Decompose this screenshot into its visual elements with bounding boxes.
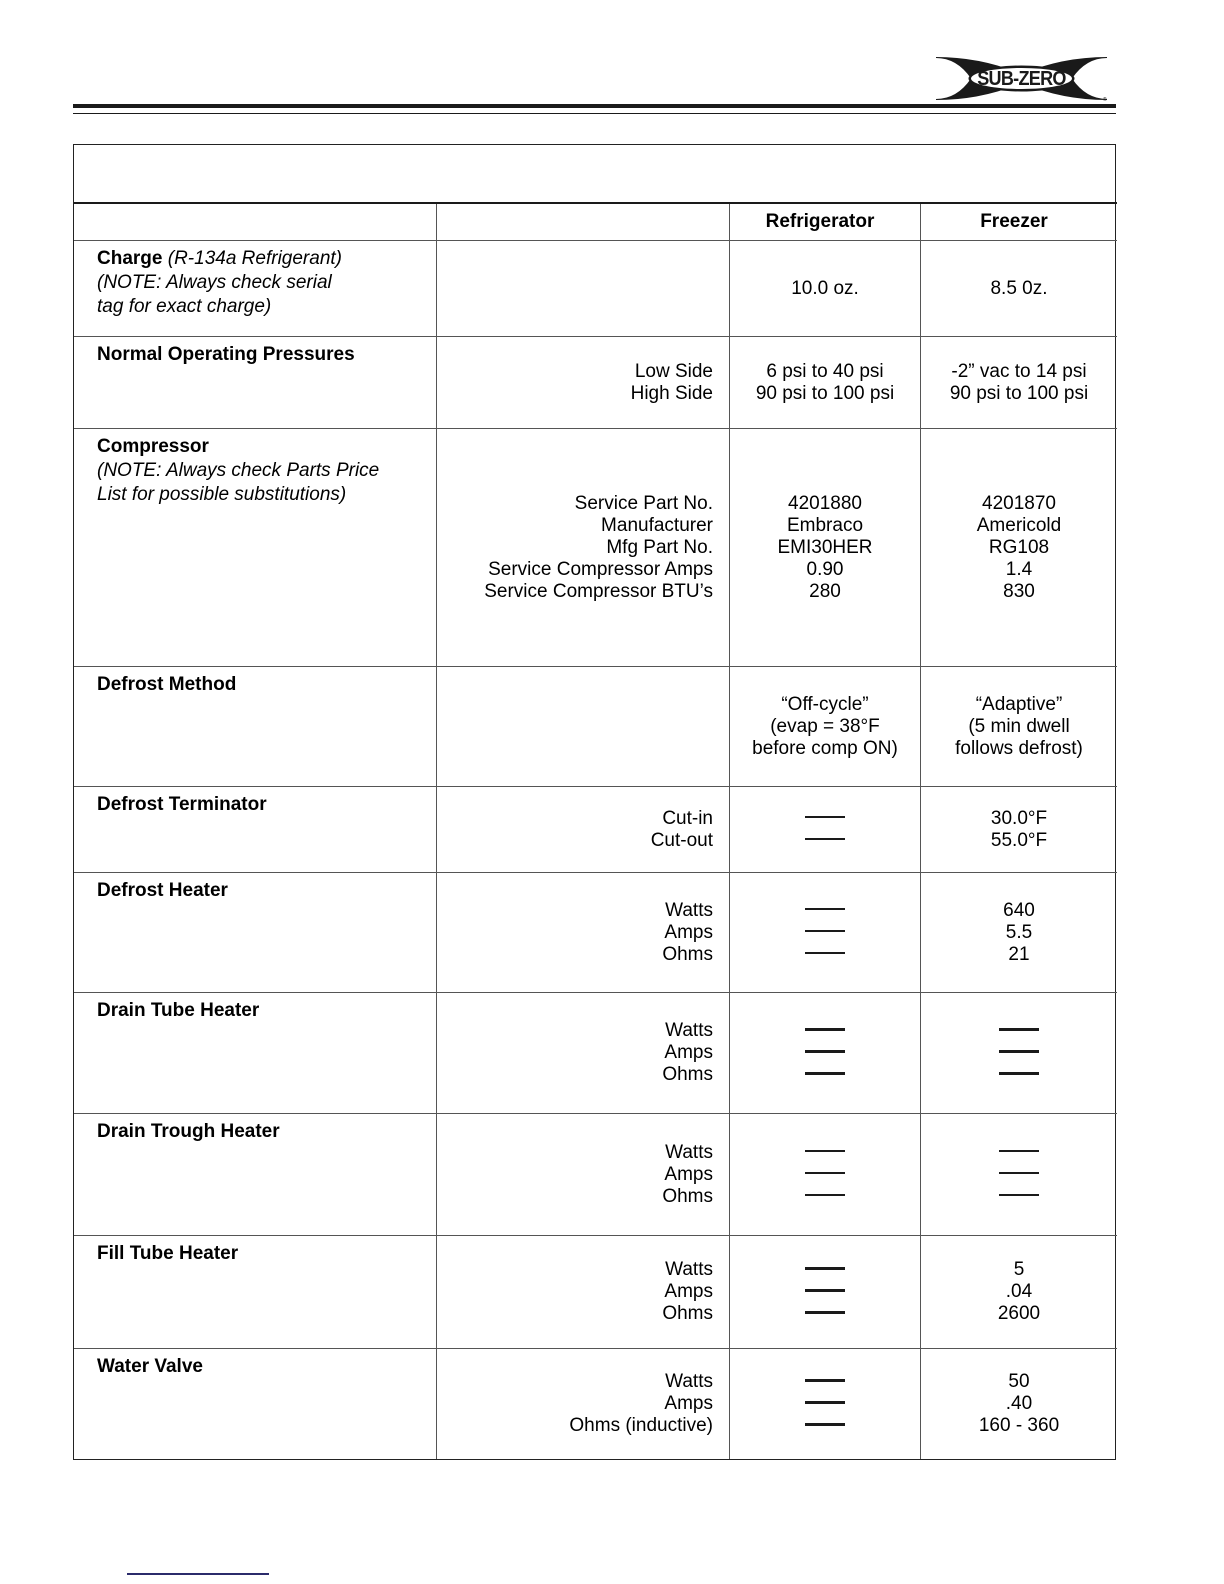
svg-text:®: ® (1103, 96, 1107, 103)
svg-text:SUB-ZERO: SUB-ZERO (977, 68, 1066, 90)
